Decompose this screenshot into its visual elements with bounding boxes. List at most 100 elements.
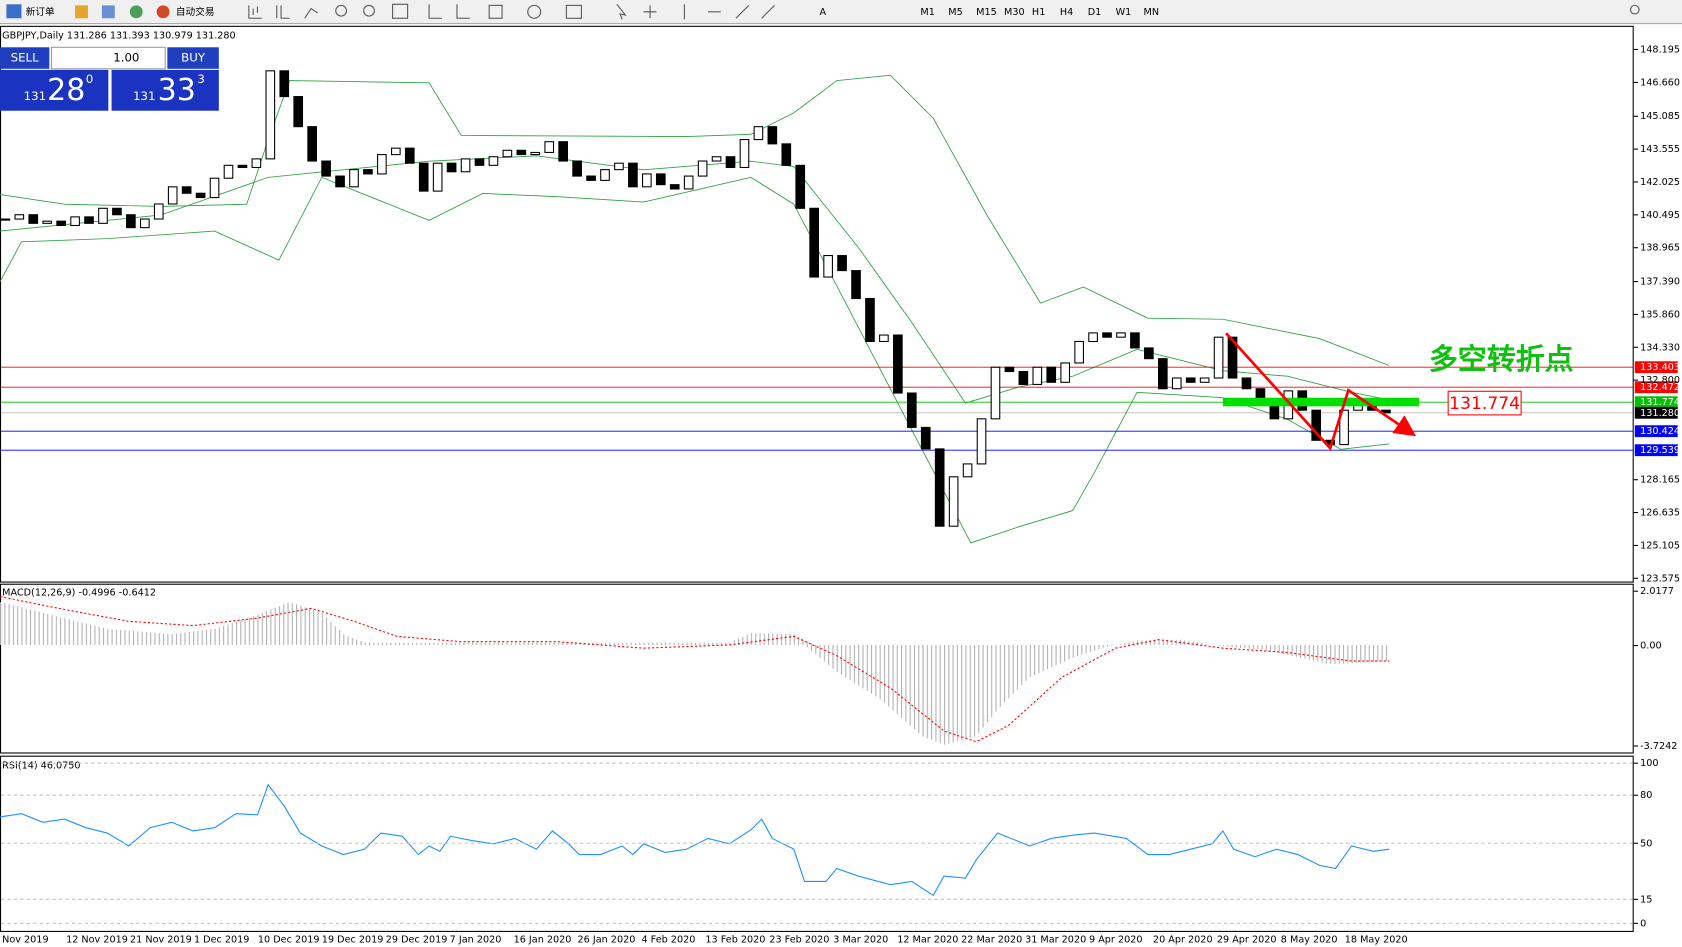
timeframe[interactable]: M30 xyxy=(1004,7,1025,18)
ask-box[interactable] xyxy=(111,69,219,111)
annotation: 多空转折点 xyxy=(1429,342,1574,376)
candle xyxy=(767,126,778,145)
candle xyxy=(139,218,150,229)
symbol-header: GBPJPY,Daily 131.286 131.393 130.979 131… xyxy=(2,30,236,41)
level-label: 133.403 xyxy=(1640,362,1680,373)
candle xyxy=(948,476,959,527)
new-order[interactable]: 新订单 xyxy=(26,6,55,18)
y-tick-label: 138.965 xyxy=(1640,243,1680,254)
candle xyxy=(1018,371,1029,385)
auto-trading-icon[interactable] xyxy=(156,5,170,19)
tool-icon[interactable] xyxy=(129,5,143,19)
new-order-icon[interactable] xyxy=(6,4,22,19)
timeframe[interactable]: D1 xyxy=(1088,7,1102,18)
candle xyxy=(1185,377,1196,383)
x-tick-label: 16 Jan 2020 xyxy=(514,934,572,945)
candle xyxy=(321,160,331,177)
lots-input[interactable] xyxy=(50,46,166,70)
timeframe[interactable]: MN xyxy=(1144,7,1160,18)
toolbar xyxy=(0,0,1682,24)
highlight-bar xyxy=(1222,397,1420,407)
y-tick-label: 135.860 xyxy=(1640,309,1680,320)
candle xyxy=(181,186,192,194)
candle xyxy=(377,154,387,175)
candle xyxy=(363,169,373,175)
y-tick-label: 126.635 xyxy=(1640,508,1680,519)
buy-label[interactable]: BUY xyxy=(181,51,206,65)
candle xyxy=(1157,358,1168,390)
candle xyxy=(84,216,94,224)
x-tick-label: 4 Feb 2020 xyxy=(641,934,695,945)
timeframe[interactable]: M1 xyxy=(920,7,934,18)
candle xyxy=(28,214,39,224)
buy-button[interactable] xyxy=(167,47,219,69)
sell-button[interactable] xyxy=(0,47,50,69)
tool-icon[interactable] xyxy=(101,5,115,19)
level-label-box xyxy=(1634,361,1678,374)
chart-tools[interactable] xyxy=(248,3,775,20)
level-label: 132.472 xyxy=(1640,382,1680,393)
tool-icon[interactable] xyxy=(75,5,88,19)
x-tick-label: 8 May 2020 xyxy=(1281,934,1338,945)
candle xyxy=(488,156,499,166)
x-tick-label: 1 Dec 2019 xyxy=(194,934,249,945)
x-tick-label: 23 Feb 2020 xyxy=(769,934,829,945)
y-tick-label: 132.800 xyxy=(1640,375,1680,386)
candle xyxy=(474,158,485,166)
candle xyxy=(279,70,290,98)
candle xyxy=(809,207,820,278)
candle xyxy=(1060,362,1071,383)
level-label: 129.539 xyxy=(1640,445,1680,456)
timeframe[interactable]: H4 xyxy=(1060,7,1073,18)
search[interactable] xyxy=(1629,4,1640,15)
rsi-line xyxy=(0,783,1390,897)
candle xyxy=(42,220,53,224)
timeframe[interactable]: M5 xyxy=(948,7,962,18)
candle xyxy=(1130,332,1140,349)
candle xyxy=(711,156,722,162)
candle xyxy=(446,162,457,173)
candle xyxy=(655,173,666,186)
level-label-box xyxy=(1634,396,1678,409)
candle xyxy=(1144,347,1154,360)
sell-label[interactable]: SELL xyxy=(11,51,39,65)
y-tick-label: 0 xyxy=(1640,918,1646,929)
text-tool[interactable]: A xyxy=(820,7,827,18)
axes: 148.195 146.660 145.085 143.555 142.025 140.4… xyxy=(1,44,1680,945)
candle xyxy=(934,448,945,527)
candle xyxy=(795,164,806,209)
candle xyxy=(112,207,122,216)
timeframe[interactable]: H1 xyxy=(1032,7,1045,18)
candle xyxy=(683,175,694,190)
bid-box[interactable] xyxy=(0,69,109,111)
timeframe[interactable]: W1 xyxy=(1116,7,1132,18)
level-label: 130.424 xyxy=(1640,426,1680,437)
y-tick-label: 100 xyxy=(1640,758,1658,769)
macd-panel xyxy=(0,583,1634,754)
ask-big: 131 xyxy=(133,89,156,103)
x-tick-label: 19 Dec 2019 xyxy=(322,934,384,945)
candle xyxy=(195,192,206,199)
x-tick-label: 22 Mar 2020 xyxy=(961,934,1022,945)
candle xyxy=(14,214,25,220)
auto-trading[interactable]: 自动交易 xyxy=(176,6,215,18)
candles xyxy=(0,70,1391,527)
x-tick-label: 31 Mar 2020 xyxy=(1025,934,1086,945)
candle xyxy=(70,216,80,227)
y-tick-label: 0.00 xyxy=(1640,641,1661,652)
candle xyxy=(98,207,108,224)
y-tick-label: 142.025 xyxy=(1640,177,1680,188)
candle xyxy=(460,158,471,173)
candle xyxy=(516,149,527,156)
candle xyxy=(335,175,345,188)
y-tick-label: 15 xyxy=(1640,894,1652,905)
level-label: 131.280 xyxy=(1640,408,1680,419)
lots[interactable]: 1.00 xyxy=(113,51,139,65)
candle xyxy=(990,366,1001,420)
timeframe[interactable]: M15 xyxy=(976,7,997,18)
candle xyxy=(1339,409,1349,446)
trend-arrows xyxy=(1225,332,1417,451)
bid-sup: 0 xyxy=(86,72,94,86)
x-tick-label: 18 May 2020 xyxy=(1345,934,1408,945)
